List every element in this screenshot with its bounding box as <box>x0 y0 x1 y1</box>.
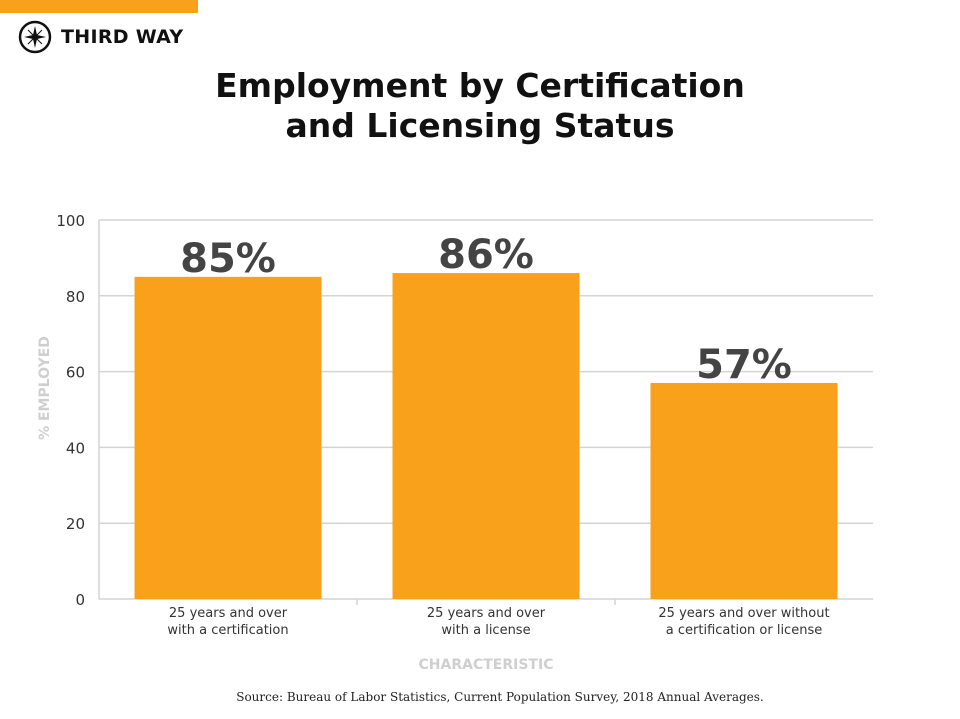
x-axis-title: CHARACTERISTIC <box>419 657 554 673</box>
bar <box>392 273 580 599</box>
y-tick-label: 40 <box>66 439 85 457</box>
third-way-logo: THIRD WAY <box>18 20 183 54</box>
x-tick-label: 25 years and over without <box>658 606 829 621</box>
y-tick-label: 0 <box>75 591 85 609</box>
brand-name: THIRD WAY <box>61 26 184 48</box>
x-tick-label: with a license <box>441 623 530 638</box>
compass-icon <box>18 20 52 54</box>
brand-accent-bar <box>0 0 198 13</box>
y-tick-label: 60 <box>66 364 85 382</box>
x-tick-label: 25 years and over <box>427 606 546 621</box>
source-note: Source: Bureau of Labor Statistics, Curr… <box>236 690 764 704</box>
chart-title: Employment by Certification and Licensin… <box>0 66 960 146</box>
data-label: 86% <box>438 232 534 278</box>
y-tick-label: 80 <box>66 288 85 306</box>
y-tick-label: 20 <box>66 515 85 533</box>
bar <box>134 276 322 599</box>
data-label: 85% <box>180 236 276 282</box>
x-tick-label: with a certification <box>167 623 288 638</box>
y-axis-title: % EMPLOYED <box>37 336 53 440</box>
chart-title-line: Employment by Certification <box>215 66 745 105</box>
x-tick-label: 25 years and over <box>169 606 288 621</box>
y-tick-label: 100 <box>56 212 85 230</box>
data-label: 57% <box>696 342 792 388</box>
x-tick-label: a certification or license <box>666 623 822 638</box>
chart-title-line: and Licensing Status <box>285 106 675 145</box>
bar <box>650 382 838 599</box>
